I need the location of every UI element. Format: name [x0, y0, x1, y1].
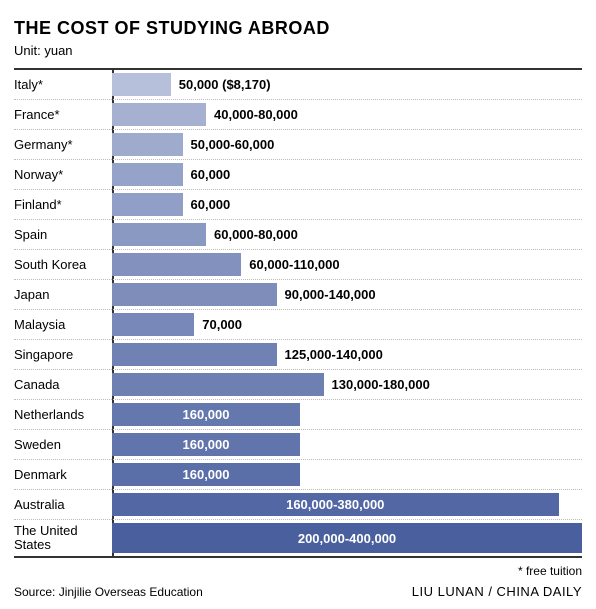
chart-row: France*40,000-80,000: [14, 100, 582, 130]
bar-cell: 50,000-60,000: [112, 130, 582, 159]
bar: 160,000: [112, 433, 300, 456]
bar: 40,000-80,000: [112, 103, 206, 126]
credit-text: LIU LUNAN / CHINA DAILY: [412, 584, 582, 599]
chart-row: Denmark160,000: [14, 460, 582, 490]
bar: 160,000: [112, 463, 300, 486]
bar-label: 70,000: [194, 313, 242, 336]
bar-cell: 160,000: [112, 400, 582, 429]
chart-row: Sweden160,000: [14, 430, 582, 460]
country-label: Italy*: [14, 78, 112, 92]
chart-row: Netherlands160,000: [14, 400, 582, 430]
country-label: Netherlands: [14, 408, 112, 422]
bar: 50,000 ($8,170): [112, 73, 171, 96]
country-label: Malaysia: [14, 318, 112, 332]
bar: 200,000-400,000: [112, 523, 582, 553]
country-label: France*: [14, 108, 112, 122]
bar: 160,000: [112, 403, 300, 426]
bar-label: 90,000-140,000: [277, 283, 376, 306]
footer: Source: Jinjilie Overseas Education LIU …: [14, 584, 582, 599]
source-text: Source: Jinjilie Overseas Education: [14, 585, 203, 599]
cost-bar-chart: Italy*50,000 ($8,170)France*40,000-80,00…: [14, 68, 582, 556]
bar-cell: 60,000: [112, 190, 582, 219]
chart-row: Finland*60,000: [14, 190, 582, 220]
bar-label: 160,000: [112, 403, 300, 426]
bar-cell: 160,000: [112, 460, 582, 489]
bar-cell: 200,000-400,000: [112, 520, 582, 556]
bar-label: 125,000-140,000: [277, 343, 383, 366]
country-label: Canada: [14, 378, 112, 392]
country-label: Australia: [14, 498, 112, 512]
bar-label: 160,000: [112, 463, 300, 486]
bar-cell: 160,000: [112, 430, 582, 459]
bar-label: 130,000-180,000: [324, 373, 430, 396]
bar-label: 160,000: [112, 433, 300, 456]
bar: 70,000: [112, 313, 194, 336]
bar: 90,000-140,000: [112, 283, 277, 306]
bar-cell: 160,000-380,000: [112, 490, 582, 519]
country-label: Denmark: [14, 468, 112, 482]
country-label: Norway*: [14, 168, 112, 182]
bar-cell: 40,000-80,000: [112, 100, 582, 129]
bar-cell: 60,000-80,000: [112, 220, 582, 249]
chart-row: Norway*60,000: [14, 160, 582, 190]
bar: 160,000-380,000: [112, 493, 559, 516]
chart-row: Australia160,000-380,000: [14, 490, 582, 520]
chart-row: Italy*50,000 ($8,170): [14, 70, 582, 100]
bar: 60,000-110,000: [112, 253, 241, 276]
country-label: The United States: [14, 524, 112, 551]
bar: 50,000-60,000: [112, 133, 183, 156]
bar-label: 40,000-80,000: [206, 103, 298, 126]
chart-row: The United States200,000-400,000: [14, 520, 582, 556]
country-label: South Korea: [14, 258, 112, 272]
chart-row: Malaysia70,000: [14, 310, 582, 340]
bar-label: 60,000: [183, 163, 231, 186]
bar-label: 60,000-110,000: [241, 253, 339, 276]
bar-label: 50,000 ($8,170): [171, 73, 271, 96]
bar: 125,000-140,000: [112, 343, 277, 366]
bar-label: 50,000-60,000: [183, 133, 275, 156]
bar: 60,000: [112, 163, 183, 186]
chart-title: THE COST OF STUDYING ABROAD: [14, 18, 582, 39]
chart-row: Singapore125,000-140,000: [14, 340, 582, 370]
bar: 60,000-80,000: [112, 223, 206, 246]
bar-cell: 70,000: [112, 310, 582, 339]
bar-label: 160,000-380,000: [112, 493, 559, 516]
bar: 130,000-180,000: [112, 373, 324, 396]
bar-label: 200,000-400,000: [112, 523, 582, 553]
chart-row: Japan90,000-140,000: [14, 280, 582, 310]
country-label: Singapore: [14, 348, 112, 362]
bar-cell: 60,000-110,000: [112, 250, 582, 279]
chart-row: Germany*50,000-60,000: [14, 130, 582, 160]
bar-cell: 90,000-140,000: [112, 280, 582, 309]
unit-label: Unit: yuan: [14, 43, 582, 58]
bar-cell: 130,000-180,000: [112, 370, 582, 399]
chart-row: Spain60,000-80,000: [14, 220, 582, 250]
bar: 60,000: [112, 193, 183, 216]
footnote: * free tuition: [14, 564, 582, 578]
country-label: Spain: [14, 228, 112, 242]
country-label: Finland*: [14, 198, 112, 212]
bar-cell: 125,000-140,000: [112, 340, 582, 369]
country-label: Sweden: [14, 438, 112, 452]
country-label: Japan: [14, 288, 112, 302]
bar-cell: 60,000: [112, 160, 582, 189]
bar-cell: 50,000 ($8,170): [112, 70, 582, 99]
bar-label: 60,000-80,000: [206, 223, 298, 246]
chart-bottom-rule: [14, 556, 582, 558]
country-label: Germany*: [14, 138, 112, 152]
chart-row: South Korea60,000-110,000: [14, 250, 582, 280]
chart-row: Canada130,000-180,000: [14, 370, 582, 400]
bar-label: 60,000: [183, 193, 231, 216]
